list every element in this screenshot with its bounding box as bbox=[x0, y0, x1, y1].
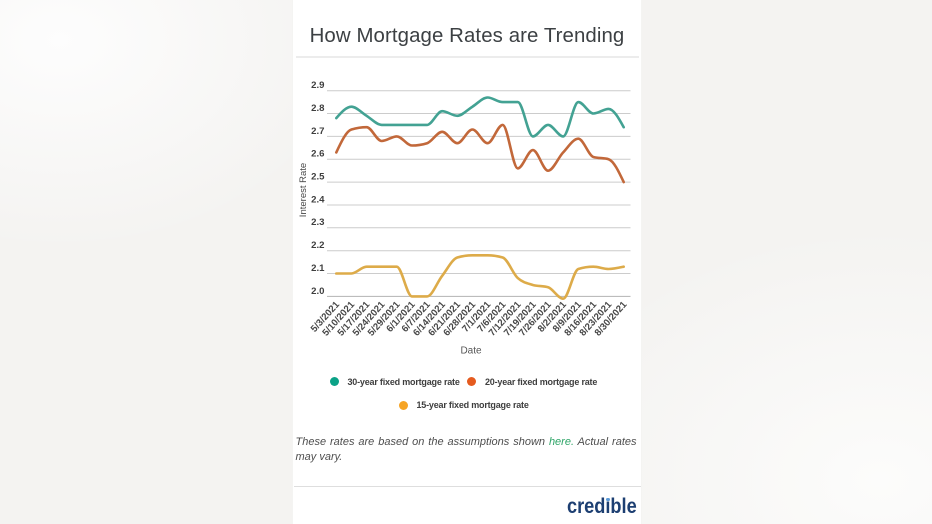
svg-text:2.9: 2.9 bbox=[311, 80, 324, 91]
svg-text:2.2: 2.2 bbox=[311, 240, 324, 251]
svg-text:2.0: 2.0 bbox=[311, 286, 324, 297]
svg-text:2.3: 2.3 bbox=[311, 217, 324, 228]
svg-text:Interest Rate: Interest Rate bbox=[298, 163, 309, 217]
svg-text:2.7: 2.7 bbox=[311, 126, 324, 137]
svg-text:2.8: 2.8 bbox=[311, 103, 325, 114]
svg-text:2.6: 2.6 bbox=[311, 149, 324, 160]
svg-text:2.5: 2.5 bbox=[311, 172, 325, 183]
svg-text:2.1: 2.1 bbox=[311, 263, 325, 274]
svg-text:2.4: 2.4 bbox=[311, 194, 325, 205]
svg-text:Date: Date bbox=[460, 346, 482, 357]
